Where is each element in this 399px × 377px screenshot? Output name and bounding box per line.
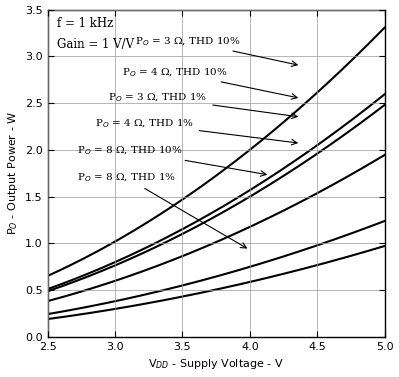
- Text: Gain = 1 V/V: Gain = 1 V/V: [57, 38, 134, 51]
- Text: P$_O$ = 4 Ω, THD 1%: P$_O$ = 4 Ω, THD 1%: [95, 117, 297, 145]
- Text: P$_O$ = 3 Ω, THD 10%: P$_O$ = 3 Ω, THD 10%: [135, 35, 297, 66]
- Text: P$_O$ = 8 Ω, THD 10%: P$_O$ = 8 Ω, THD 10%: [77, 144, 266, 176]
- Y-axis label: P$_O$ - Output Power - W: P$_O$ - Output Power - W: [6, 111, 20, 235]
- Text: f = 1 kHz: f = 1 kHz: [57, 17, 113, 30]
- X-axis label: V$_{DD}$ - Supply Voltage - V: V$_{DD}$ - Supply Voltage - V: [148, 357, 284, 371]
- Text: P$_O$ = 8 Ω, THD 1%: P$_O$ = 8 Ω, THD 1%: [77, 172, 247, 248]
- Text: P$_O$ = 3 Ω, THD 1%: P$_O$ = 3 Ω, THD 1%: [109, 91, 297, 119]
- Text: P$_O$ = 4 Ω, THD 10%: P$_O$ = 4 Ω, THD 10%: [122, 66, 297, 99]
